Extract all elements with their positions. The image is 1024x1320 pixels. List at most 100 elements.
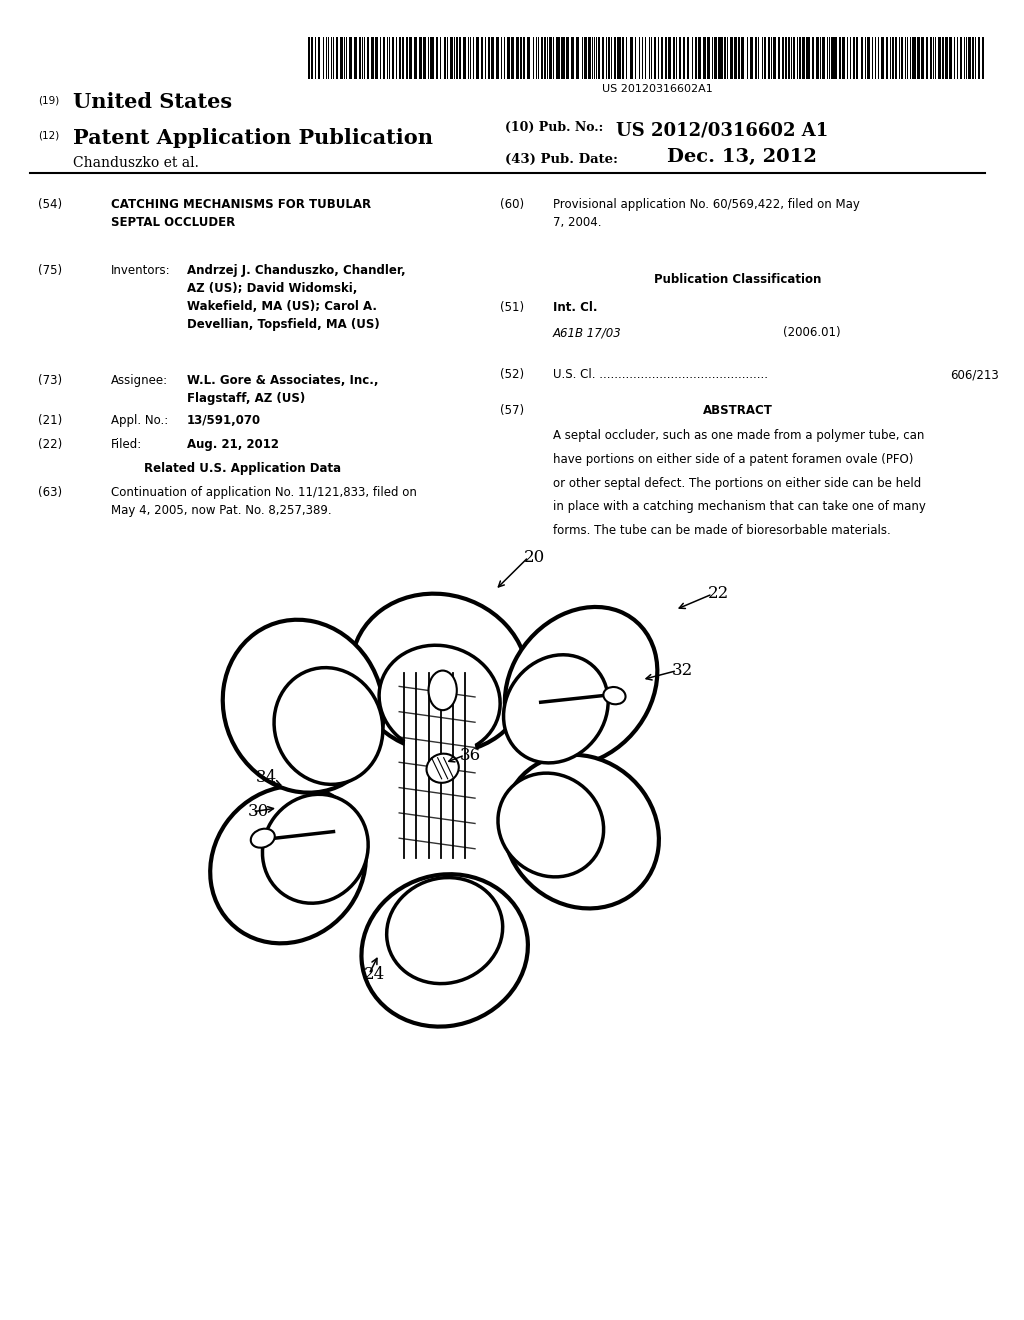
Text: (54): (54) [39, 198, 62, 211]
Bar [440, 37, 441, 79]
Text: Inventors:: Inventors: [112, 264, 171, 277]
Bar [762, 37, 763, 79]
Bar [326, 37, 327, 79]
Bar [507, 37, 510, 79]
Text: Provisional application No. 60/569,422, filed on May
7, 2004.: Provisional application No. 60/569,422, … [553, 198, 860, 228]
Text: 22: 22 [708, 586, 729, 602]
Bar [698, 37, 701, 79]
Bar [584, 37, 588, 79]
Bar [577, 37, 580, 79]
Bar [436, 37, 438, 79]
Bar [630, 37, 633, 79]
Bar [949, 37, 952, 79]
Bar [942, 37, 944, 79]
Bar [523, 37, 525, 79]
Bar [553, 37, 554, 79]
Bar [730, 37, 733, 79]
Bar [853, 37, 855, 79]
Ellipse shape [210, 785, 366, 944]
Ellipse shape [504, 755, 658, 908]
Text: United States: United States [73, 92, 231, 112]
Ellipse shape [387, 878, 503, 983]
Text: U.S. Cl. .............................................: U.S. Cl. ...............................… [553, 368, 768, 381]
Text: 36: 36 [460, 747, 481, 763]
Bar [457, 37, 458, 79]
Bar [468, 37, 469, 79]
Bar [532, 37, 534, 79]
Text: Patent Application Publication: Patent Application Publication [73, 128, 433, 148]
Text: 32: 32 [672, 663, 693, 678]
Bar [547, 37, 548, 79]
Bar [651, 37, 652, 79]
Text: US 20120316602A1: US 20120316602A1 [601, 84, 713, 95]
Bar [346, 37, 347, 79]
Bar [930, 37, 932, 79]
Bar [871, 37, 873, 79]
Text: or other septal defect. The portions on either side can be held: or other septal defect. The portions on … [553, 477, 921, 490]
Bar [834, 37, 837, 79]
Bar [793, 37, 795, 79]
Bar [666, 37, 667, 79]
Text: ABSTRACT: ABSTRACT [702, 404, 773, 417]
Text: Assignee:: Assignee: [112, 374, 168, 387]
Bar [375, 37, 379, 79]
Bar [802, 37, 806, 79]
Ellipse shape [505, 607, 657, 766]
Text: (22): (22) [39, 438, 62, 451]
Bar [588, 37, 592, 79]
Text: (19): (19) [39, 95, 59, 106]
Bar [527, 37, 530, 79]
Text: Publication Classification: Publication Classification [654, 273, 821, 286]
Ellipse shape [498, 774, 603, 876]
Text: Chanduszko et al.: Chanduszko et al. [73, 156, 199, 170]
Ellipse shape [401, 690, 477, 862]
Bar [901, 37, 903, 79]
Ellipse shape [379, 645, 500, 754]
Bar [504, 37, 505, 79]
Bar [791, 37, 792, 79]
Bar [331, 37, 333, 79]
Bar [734, 37, 736, 79]
Bar [708, 37, 710, 79]
Text: 13/591,070: 13/591,070 [187, 414, 261, 428]
Bar [626, 37, 628, 79]
Bar [594, 37, 596, 79]
Bar [921, 37, 924, 79]
Bar [645, 37, 646, 79]
Text: have portions on either side of a patent foramen ovale (PFO): have portions on either side of a patent… [553, 453, 913, 466]
Bar [407, 37, 409, 79]
Text: Aug. 21, 2012: Aug. 21, 2012 [187, 438, 279, 451]
Bar [972, 37, 974, 79]
Bar [424, 37, 426, 79]
Text: (12): (12) [39, 131, 59, 141]
Text: 30: 30 [248, 804, 269, 820]
Bar [773, 37, 775, 79]
Bar [912, 37, 915, 79]
Text: Continuation of application No. 11/121,833, filed on
May 4, 2005, now Pat. No. 8: Continuation of application No. 11/121,8… [112, 486, 417, 516]
Text: CATCHING MECHANISMS FOR TUBULAR
SEPTAL OCCLUDER: CATCHING MECHANISMS FOR TUBULAR SEPTAL O… [112, 198, 372, 228]
Bar [867, 37, 870, 79]
Bar [755, 37, 757, 79]
Text: 34: 34 [256, 770, 276, 785]
Bar [695, 37, 696, 79]
Bar [561, 37, 564, 79]
Bar [918, 37, 920, 79]
Bar [850, 37, 851, 79]
Bar [617, 37, 621, 79]
Bar [409, 37, 412, 79]
Bar [463, 37, 466, 79]
Bar [737, 37, 739, 79]
Bar [806, 37, 810, 79]
Bar [602, 37, 604, 79]
Bar [892, 37, 894, 79]
Bar [978, 37, 980, 79]
Bar [383, 37, 385, 79]
Bar [476, 37, 478, 79]
Bar [392, 37, 394, 79]
Bar [683, 37, 685, 79]
Bar [549, 37, 552, 79]
Text: W.L. Gore & Associates, Inc.,
Flagstaff, AZ (US): W.L. Gore & Associates, Inc., Flagstaff,… [187, 374, 379, 404]
Bar [895, 37, 897, 79]
Bar [570, 37, 573, 79]
Bar [714, 37, 717, 79]
